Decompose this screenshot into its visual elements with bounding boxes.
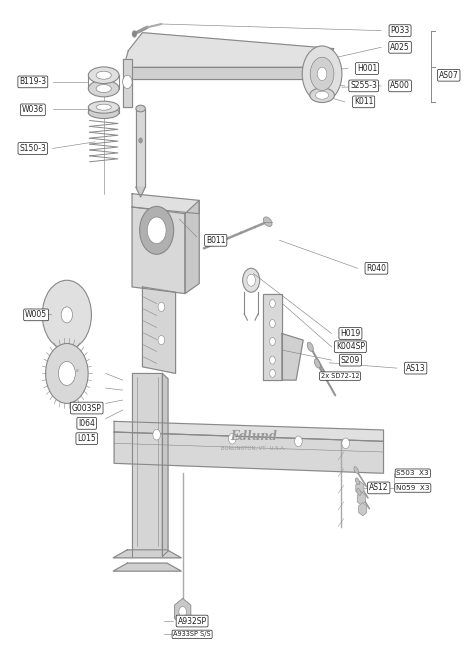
Polygon shape (114, 432, 383, 474)
Polygon shape (282, 334, 303, 380)
Circle shape (153, 430, 160, 440)
Polygon shape (132, 193, 199, 213)
Circle shape (270, 370, 275, 378)
Text: A933SP S/S: A933SP S/S (173, 632, 211, 638)
Ellipse shape (136, 105, 146, 112)
Ellipse shape (88, 80, 119, 97)
Polygon shape (136, 109, 146, 187)
Text: A932SP: A932SP (178, 616, 207, 626)
Ellipse shape (354, 466, 358, 474)
Text: N059  X3: N059 X3 (396, 485, 429, 491)
Text: I064: I064 (78, 419, 95, 428)
Text: s: s (76, 368, 79, 373)
Polygon shape (185, 200, 199, 293)
Polygon shape (124, 67, 322, 79)
Text: H019: H019 (340, 329, 361, 338)
Text: W036: W036 (22, 105, 44, 114)
Ellipse shape (314, 359, 320, 368)
Circle shape (295, 436, 302, 447)
Ellipse shape (96, 104, 111, 110)
Ellipse shape (357, 488, 361, 496)
Circle shape (302, 46, 342, 102)
Polygon shape (124, 33, 334, 67)
Text: 2x SD72-12: 2x SD72-12 (321, 373, 359, 379)
Text: S255-3: S255-3 (350, 81, 377, 91)
Circle shape (58, 362, 75, 386)
Polygon shape (132, 374, 162, 556)
Text: S209: S209 (341, 356, 360, 365)
Ellipse shape (316, 91, 328, 99)
Text: K011: K011 (354, 97, 374, 106)
Circle shape (270, 319, 275, 327)
Polygon shape (143, 287, 175, 374)
Circle shape (243, 268, 260, 292)
Ellipse shape (96, 71, 111, 79)
Circle shape (270, 299, 275, 307)
Text: H001: H001 (357, 64, 377, 73)
Polygon shape (113, 550, 181, 558)
Circle shape (132, 31, 137, 37)
Ellipse shape (88, 101, 119, 113)
Circle shape (318, 67, 327, 81)
Circle shape (42, 280, 91, 350)
Circle shape (228, 434, 236, 444)
Circle shape (147, 217, 166, 243)
Text: Edlund: Edlund (230, 430, 277, 443)
Text: R040: R040 (366, 263, 386, 273)
Circle shape (158, 302, 164, 311)
Circle shape (140, 206, 173, 254)
Circle shape (342, 438, 349, 449)
Circle shape (179, 606, 186, 617)
Text: AS12: AS12 (369, 484, 389, 492)
Text: S503  X3: S503 X3 (396, 470, 429, 476)
Text: A025: A025 (390, 43, 410, 52)
Circle shape (270, 338, 275, 346)
Polygon shape (113, 563, 181, 571)
Circle shape (247, 274, 255, 286)
Ellipse shape (88, 67, 119, 83)
Circle shape (123, 75, 132, 89)
Ellipse shape (307, 342, 313, 352)
Ellipse shape (356, 478, 360, 485)
Circle shape (270, 356, 275, 364)
Polygon shape (263, 293, 282, 380)
Polygon shape (132, 207, 185, 293)
Ellipse shape (310, 88, 334, 103)
Polygon shape (123, 59, 132, 107)
Circle shape (61, 307, 73, 323)
Text: S150-3: S150-3 (19, 144, 46, 153)
Circle shape (310, 57, 334, 91)
Text: G003SP: G003SP (72, 404, 101, 413)
Text: AS13: AS13 (406, 364, 426, 373)
Circle shape (158, 336, 164, 345)
Circle shape (46, 344, 88, 404)
Text: AS07: AS07 (439, 71, 459, 80)
Text: L015: L015 (77, 434, 96, 443)
Text: A500: A500 (390, 81, 410, 91)
Text: BURLINGTON, VT.  U.S.A.: BURLINGTON, VT. U.S.A. (221, 446, 286, 450)
Text: W005: W005 (25, 310, 47, 319)
Ellipse shape (88, 107, 119, 119)
Polygon shape (136, 187, 146, 197)
Polygon shape (162, 374, 168, 556)
Text: P033: P033 (391, 26, 410, 35)
Polygon shape (114, 422, 383, 442)
Circle shape (139, 138, 143, 143)
Text: B011: B011 (206, 236, 226, 245)
Ellipse shape (264, 217, 272, 227)
Text: K004SP: K004SP (336, 342, 365, 352)
Ellipse shape (96, 85, 111, 93)
Text: B119-3: B119-3 (19, 77, 46, 87)
